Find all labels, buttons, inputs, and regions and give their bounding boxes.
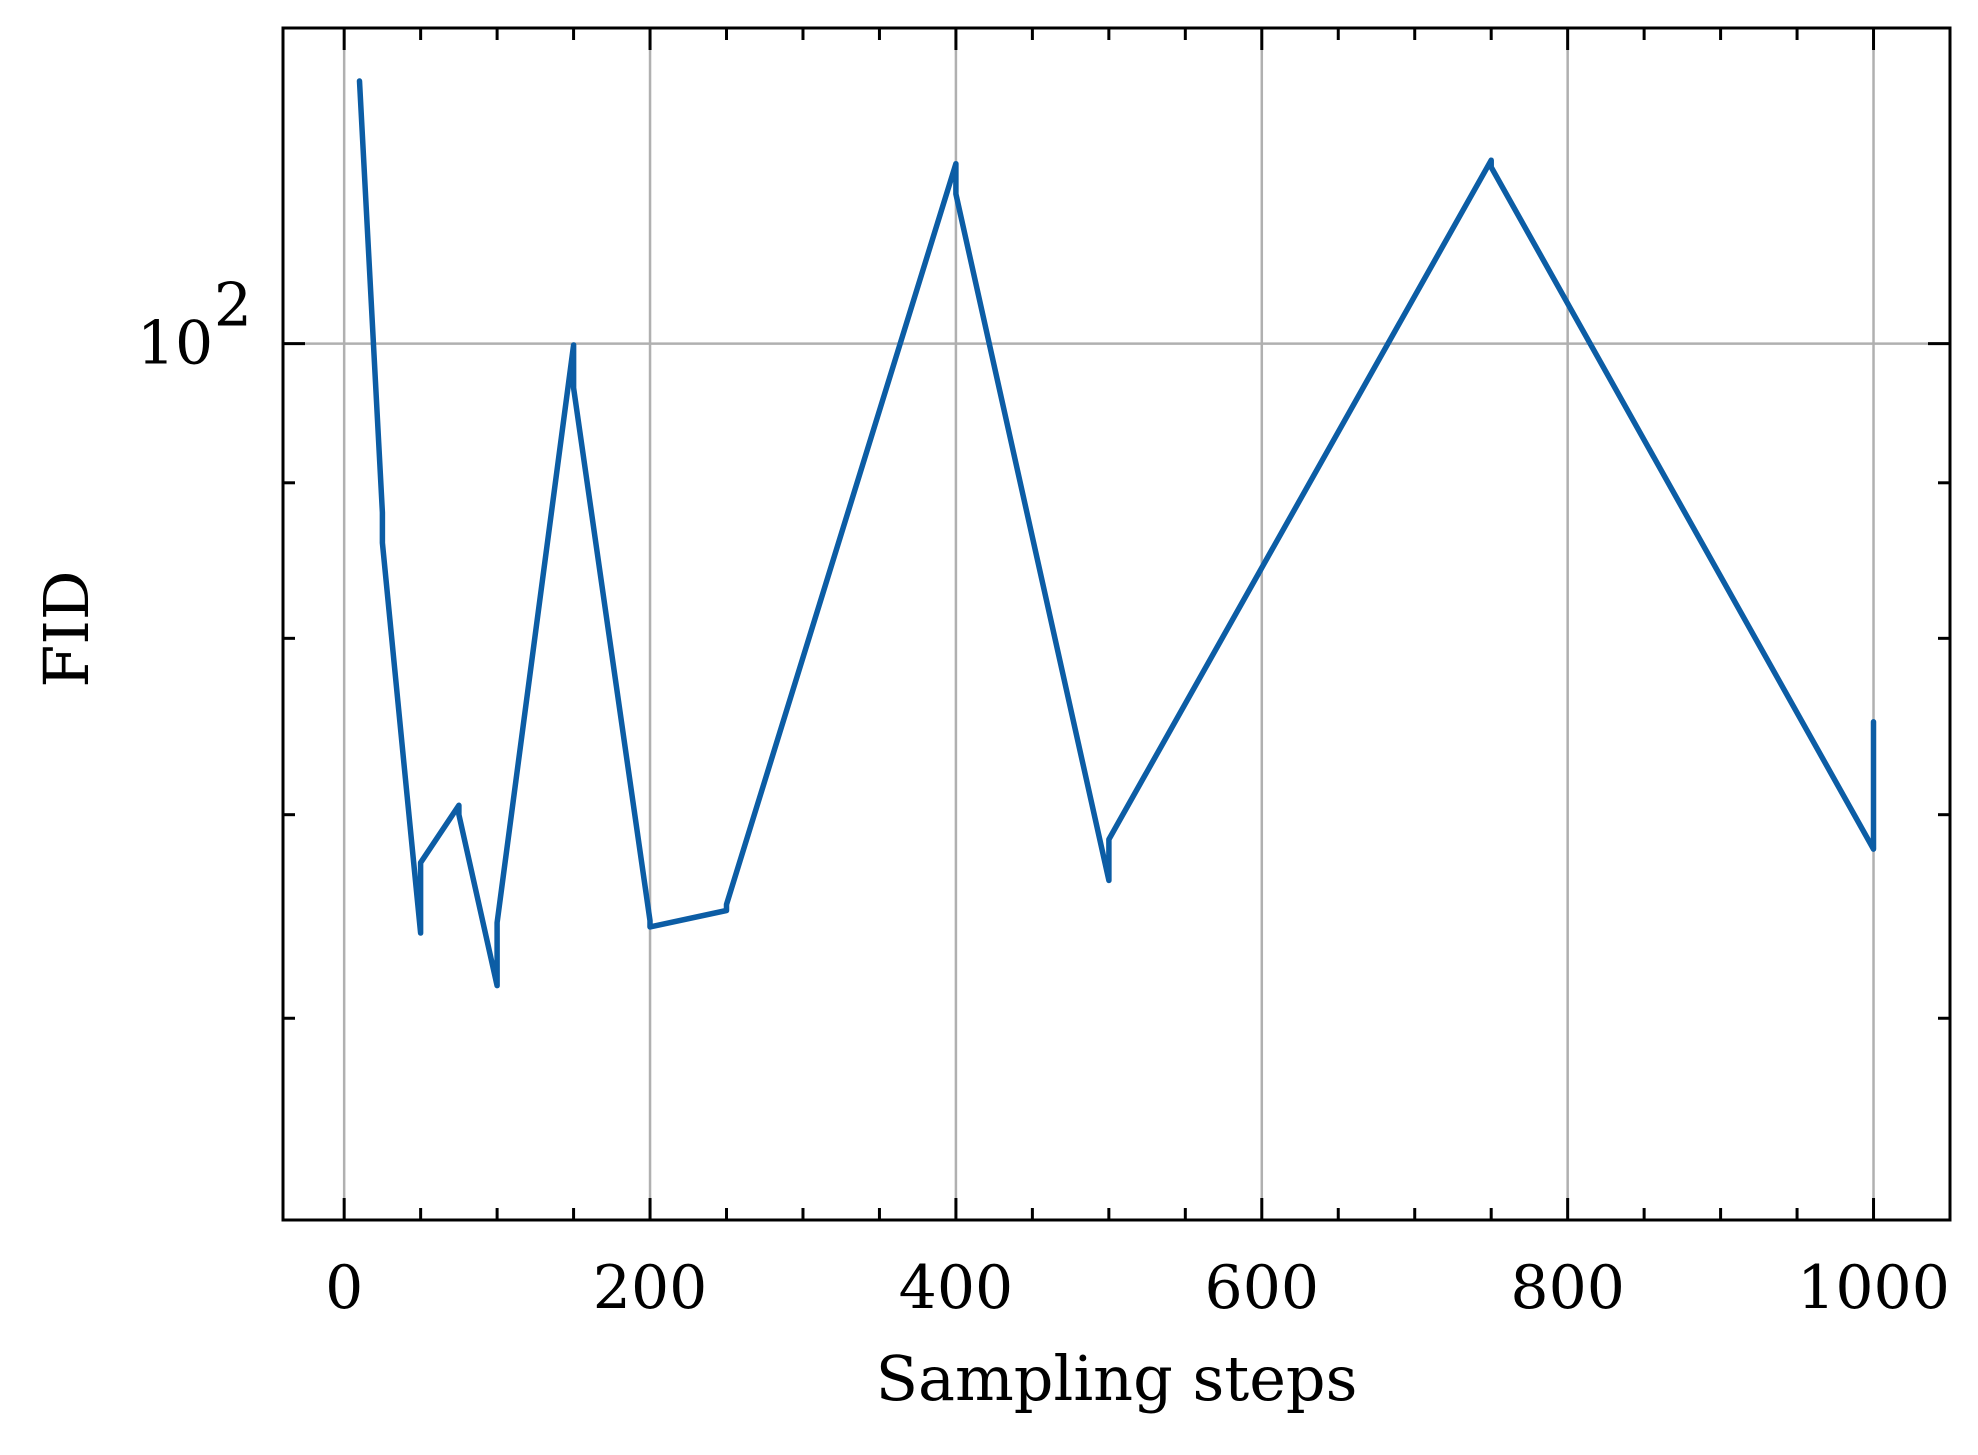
- x-tick-label: 1000: [1797, 1253, 1950, 1323]
- x-tick-label: 200: [593, 1253, 708, 1323]
- y-tick-labels: 102: [137, 271, 252, 379]
- grid-lines: [283, 28, 1950, 1220]
- y-tick-label: 10: [137, 309, 213, 379]
- x-tick-label: 0: [325, 1253, 363, 1323]
- series-line: [356, 78, 1877, 989]
- x-tick-label: 800: [1510, 1253, 1625, 1323]
- x-tick-label: 400: [899, 1253, 1014, 1323]
- axis-ticks: [283, 28, 1950, 1220]
- y-axis-label: FID: [30, 570, 103, 687]
- y-tick-exponent: 2: [214, 271, 252, 341]
- x-tick-labels: 0 200 400 600 800 1000: [325, 1253, 1950, 1323]
- x-axis-label: Sampling steps: [876, 1342, 1358, 1415]
- plot-series: [356, 78, 1877, 989]
- plot-frame: [281, 26, 1952, 1222]
- x-tick-label: 600: [1205, 1253, 1320, 1323]
